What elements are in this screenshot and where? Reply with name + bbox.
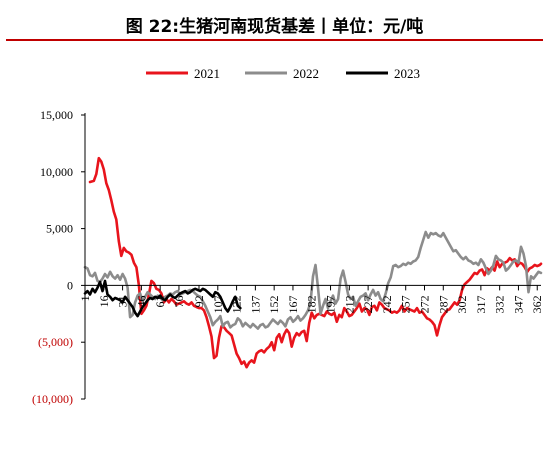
x-tick-label: 317 xyxy=(474,295,488,313)
y-tick-label: (5,000) xyxy=(38,335,73,349)
x-tick-label: 107 xyxy=(211,295,225,313)
y-tick-label: 10,000 xyxy=(40,165,73,179)
x-tick-label: 257 xyxy=(399,295,413,313)
x-tick-label: 137 xyxy=(248,295,262,313)
series-layer xyxy=(83,156,543,369)
x-tick-label: 46 xyxy=(134,295,148,307)
x-tick-label: 92 xyxy=(192,295,206,307)
x-tick-label: 182 xyxy=(305,295,319,313)
x-tick-label: 227 xyxy=(361,295,375,313)
legend-label-2022: 2022 xyxy=(293,66,319,81)
x-tick-label: 61 xyxy=(153,295,167,307)
chart-title: 图 22:生猪河南现货基差丨单位：元/吨 xyxy=(125,17,424,37)
x-tick-label: 347 xyxy=(512,295,526,313)
x-tick-label: 272 xyxy=(418,295,432,313)
x-tick-label: 122 xyxy=(230,295,244,313)
axes-layer: 15,000 10,000 5,000 0 (5,000) (10,000) 1 16 31 46… xyxy=(32,108,544,406)
y-tick-label: 0 xyxy=(67,278,73,292)
x-tick-label: 152 xyxy=(267,295,281,313)
x-tick-label: 302 xyxy=(455,295,469,313)
legend: 2021 2022 2023 xyxy=(146,66,420,81)
title-underline xyxy=(6,39,543,41)
x-tick-label: 362 xyxy=(530,295,544,313)
x-tick-label: 167 xyxy=(286,295,300,313)
x-tick-label: 197 xyxy=(324,295,338,313)
y-tick-label: (10,000) xyxy=(32,392,73,406)
x-tick-label: 287 xyxy=(436,295,450,313)
x-tick-label: 76 xyxy=(172,295,186,307)
legend-label-2021: 2021 xyxy=(194,66,220,81)
x-tick-label: 332 xyxy=(493,295,507,313)
x-tick-label: 242 xyxy=(380,295,394,313)
x-tick-label: 212 xyxy=(342,295,356,313)
y-tick-label: 5,000 xyxy=(46,222,73,236)
legend-label-2023: 2023 xyxy=(394,66,420,81)
x-tick-label: 31 xyxy=(116,295,130,307)
x-tick-label: 16 xyxy=(97,295,111,307)
y-tick-label: 15,000 xyxy=(40,108,73,122)
x-tick-label: 1 xyxy=(78,295,92,301)
series-line-2023 xyxy=(83,279,242,318)
